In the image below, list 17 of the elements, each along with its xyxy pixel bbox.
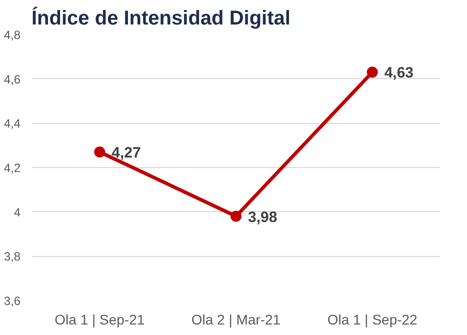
y-tick-label: 4,8 bbox=[4, 28, 21, 42]
y-tick-label: 4,4 bbox=[4, 116, 21, 131]
y-tick-label: 4 bbox=[14, 205, 21, 220]
y-tick-label: 3,8 bbox=[4, 250, 21, 264]
data-label: 4,63 bbox=[384, 64, 414, 82]
chart-title: Índice de Intensidad Digital bbox=[32, 6, 290, 30]
data-label: 4,27 bbox=[112, 144, 141, 162]
point bbox=[366, 66, 378, 78]
y-tick-label: 4,2 bbox=[4, 161, 21, 175]
point bbox=[230, 210, 242, 222]
y-tick-label: 4,6 bbox=[4, 72, 21, 86]
point bbox=[94, 146, 106, 158]
x-tick-label: Ola 2 | Mar-21 bbox=[191, 312, 281, 328]
x-tick-label: Ola 1 | Sep-21 bbox=[54, 312, 145, 328]
x-tick-label: Ola 1 | Sep-22 bbox=[327, 312, 418, 328]
y-tick-label: 3,6 bbox=[4, 294, 21, 308]
data-label: 3,98 bbox=[248, 208, 278, 226]
